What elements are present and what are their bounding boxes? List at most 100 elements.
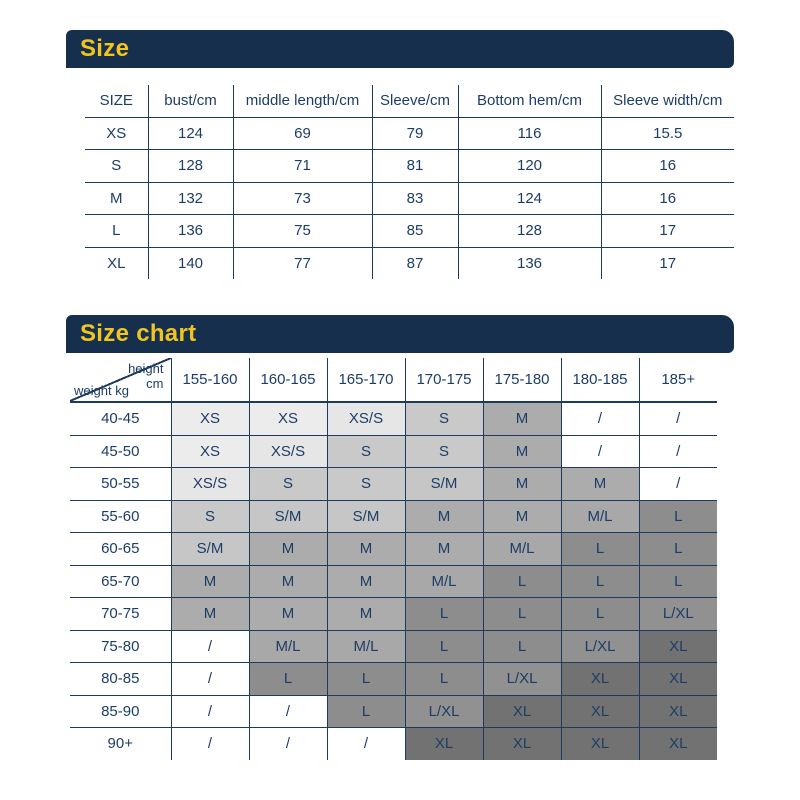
size-table-header-cell: Sleeve/cm — [371, 85, 459, 118]
size-table-row: XS 124 69 79 116 15.5 — [85, 116, 734, 150]
size-chart-cell: / — [326, 727, 406, 760]
size-chart-cell: L — [482, 564, 562, 598]
size-table-cell: 85 — [371, 214, 459, 248]
size-chart-cell: XS/S — [170, 467, 250, 501]
size-table-cell: 77 — [232, 246, 373, 279]
size-chart-cell: XS — [248, 401, 328, 436]
size-chart-cell: L/XL — [638, 597, 717, 631]
size-table-header-cell: SIZE — [85, 85, 149, 118]
size-chart-row: 65-70 M M M M/L L L L — [70, 564, 717, 598]
size-chart-height-header-cell: 165-170 — [326, 358, 406, 403]
size-chart-cell: M/L — [404, 564, 484, 598]
size-chart-cell: XL — [482, 694, 562, 728]
size-chart-cell: / — [638, 467, 717, 501]
size-chart-cell: S — [326, 467, 406, 501]
size-table-cell: 79 — [371, 116, 459, 150]
size-chart-cell: M/L — [248, 629, 328, 663]
size-chart-cell: S — [170, 499, 250, 533]
size-chart-cell: M — [248, 597, 328, 631]
size-chart-cell: XS/S — [326, 401, 406, 436]
size-table-row-label: XS — [85, 116, 149, 150]
size-chart-cell: / — [638, 401, 717, 436]
size-table-cell: 71 — [232, 149, 373, 183]
size-chart-table: height cm weight kg 155-160 160-165 165-170 17… — [70, 358, 717, 760]
size-chart-cell: XS — [170, 434, 250, 468]
size-table-row: M 132 73 83 124 16 — [85, 181, 734, 215]
size-chart-cell: L — [638, 499, 717, 533]
size-table-header-cell: Bottom hem/cm — [457, 85, 602, 118]
size-chart-cell: L/XL — [482, 662, 562, 696]
size-table-row-label: L — [85, 214, 149, 248]
size-chart-cell: M — [482, 401, 562, 436]
size-chart-cell: L — [638, 564, 717, 598]
size-chart-cell: L — [326, 662, 406, 696]
size-table-cell: 120 — [457, 149, 602, 183]
corner-weight-label: weight kg — [74, 383, 129, 398]
size-table-cell: 17 — [600, 214, 734, 248]
size-chart-cell: M/L — [326, 629, 406, 663]
size-chart-cell: M — [248, 532, 328, 566]
size-table-cell: 16 — [600, 149, 734, 183]
size-chart-cell: S/M — [326, 499, 406, 533]
size-table-header-cell: Sleeve width/cm — [600, 85, 734, 118]
size-table-header-cell: bust/cm — [147, 85, 234, 118]
size-table-cell: 83 — [371, 181, 459, 215]
size-chart-section-header: Size chart — [66, 315, 734, 353]
size-table-cell: 87 — [371, 246, 459, 279]
size-table-row-label: XL — [85, 246, 149, 279]
size-table-row: XL 140 77 87 136 17 — [85, 246, 734, 279]
size-table-cell: 128 — [457, 214, 602, 248]
size-chart-weight-label: 70-75 — [70, 597, 172, 631]
size-chart-cell: XL — [638, 662, 717, 696]
size-chart-cell: L — [404, 629, 484, 663]
size-table-header-cell: middle length/cm — [232, 85, 373, 118]
size-chart-cell: L — [638, 532, 717, 566]
size-chart-cell: L/XL — [560, 629, 640, 663]
size-chart-cell: XL — [560, 694, 640, 728]
size-chart-row: 70-75 M M M L L L L/XL — [70, 597, 717, 631]
size-chart-cell: / — [170, 694, 250, 728]
size-chart-weight-label: 60-65 — [70, 532, 172, 566]
size-chart-section-title: Size chart — [80, 320, 197, 347]
size-table-row: S 128 71 81 120 16 — [85, 149, 734, 183]
size-chart-row: 55-60 S S/M S/M M M M/L L — [70, 499, 717, 533]
corner-height-label: height — [128, 361, 164, 376]
size-chart-cell: M — [482, 499, 562, 533]
size-chart-weight-label: 65-70 — [70, 564, 172, 598]
size-chart-weight-label: 45-50 — [70, 434, 172, 468]
size-table-cell: 116 — [457, 116, 602, 150]
size-chart-cell: L — [560, 532, 640, 566]
size-chart-cell: XS — [170, 401, 250, 436]
size-chart-weight-label: 50-55 — [70, 467, 172, 501]
size-chart-cell: / — [560, 401, 640, 436]
size-chart-cell: L — [326, 694, 406, 728]
size-chart-cell: / — [638, 434, 717, 468]
size-chart-weight-label: 75-80 — [70, 629, 172, 663]
size-chart-weight-label: 80-85 — [70, 662, 172, 696]
size-chart-row: 85-90// L L/XL XL XL XL — [70, 694, 717, 728]
size-table-cell: 136 — [457, 246, 602, 279]
size-chart-height-header-cell: 180-185 — [560, 358, 640, 403]
size-chart-height-header-cell: 185+ — [638, 358, 717, 403]
size-table: SIZE bust/cm middle length/cm Sleeve/cm Bott… — [85, 85, 734, 279]
size-table-cell: 15.5 — [600, 116, 734, 150]
size-table-cell: 17 — [600, 246, 734, 279]
size-chart-weight-label: 85-90 — [70, 694, 172, 728]
size-chart-cell: / — [560, 434, 640, 468]
size-chart-cell: L — [482, 597, 562, 631]
size-chart-cell: M — [404, 499, 484, 533]
size-chart-cell: XL — [638, 694, 717, 728]
size-chart-cell: M — [248, 564, 328, 598]
size-chart-row: 75-80/M/L M/L L L L/XL XL — [70, 629, 717, 663]
size-chart-cell: / — [248, 694, 328, 728]
size-chart-cell: / — [170, 727, 250, 760]
size-table-cell: 136 — [147, 214, 234, 248]
size-chart-cell: S — [326, 434, 406, 468]
size-chart-cell: XL — [638, 727, 717, 760]
size-chart-cell: S — [404, 434, 484, 468]
size-table-row-label: S — [85, 149, 149, 183]
size-table-header-row: SIZE bust/cm middle length/cm Sleeve/cm Bott… — [85, 85, 734, 118]
size-chart-cell: M — [170, 597, 250, 631]
size-chart-cell: / — [170, 629, 250, 663]
size-chart-cell: L/XL — [404, 694, 484, 728]
